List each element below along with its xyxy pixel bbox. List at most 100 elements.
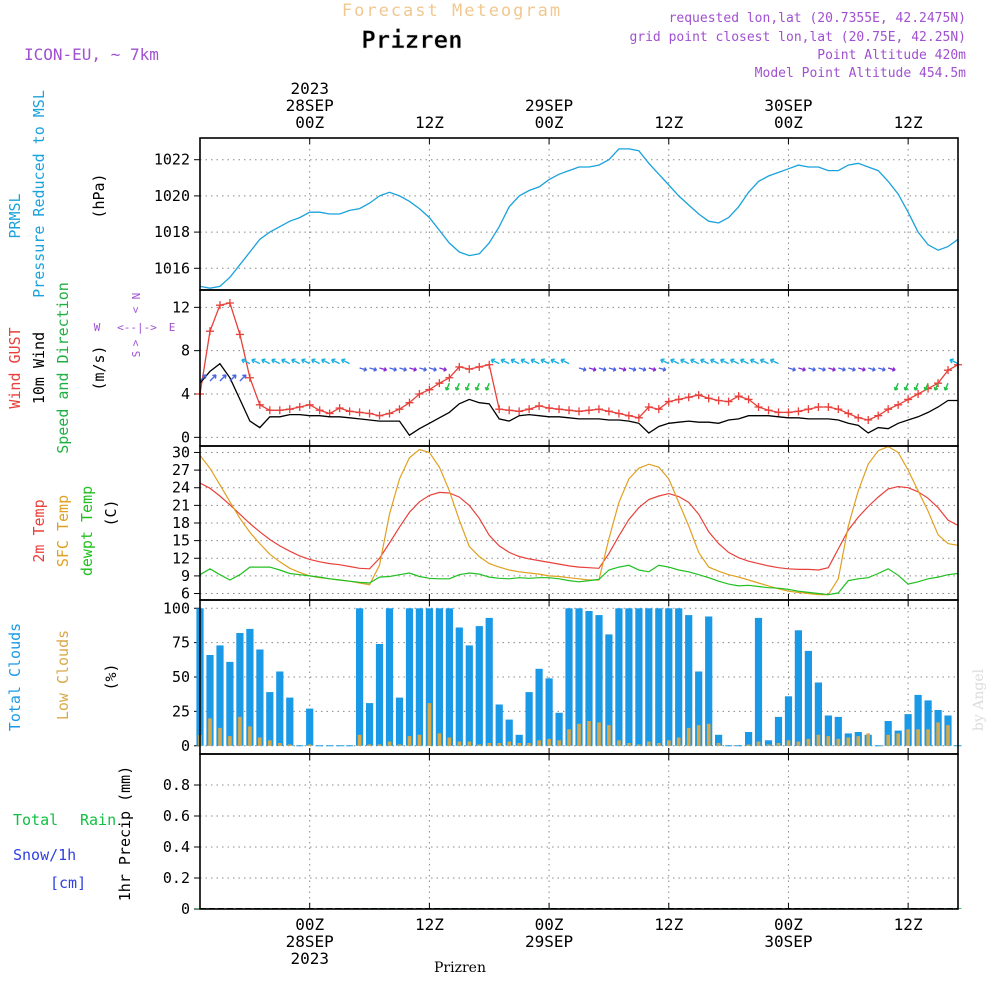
gust-point bbox=[385, 409, 394, 418]
wind-direction-arrow bbox=[359, 367, 368, 372]
wind-direction-arrow bbox=[608, 367, 617, 372]
gust-point bbox=[824, 403, 833, 411]
bottom-time-label: 30SEP bbox=[764, 932, 812, 951]
low-cloud-bar bbox=[557, 740, 561, 746]
low-cloud-bar bbox=[537, 740, 541, 746]
wind-direction-arrow bbox=[949, 358, 959, 365]
bottom-time-label: 00Z bbox=[535, 915, 564, 934]
low-cloud-bar bbox=[706, 723, 711, 746]
total-cloud-axis-label: Total Clouds bbox=[6, 623, 24, 731]
gust-point bbox=[465, 365, 474, 374]
gust-point bbox=[694, 391, 703, 400]
gust-point bbox=[804, 405, 813, 414]
low-cloud-bar bbox=[906, 729, 910, 746]
wind-direction-arrow bbox=[618, 367, 627, 372]
y-tick-label: 0.4 bbox=[163, 838, 190, 856]
low-cloud-bar bbox=[228, 736, 232, 746]
total-cloud-bar bbox=[425, 608, 433, 746]
low-cloud-bar bbox=[577, 723, 581, 746]
low-cloud-bar bbox=[826, 736, 831, 746]
low-cloud-bar bbox=[637, 744, 641, 746]
wind-direction-arrow bbox=[389, 367, 398, 372]
low-cloud-bar bbox=[527, 743, 531, 746]
low-cloud-bar bbox=[696, 725, 701, 746]
gust-point bbox=[844, 409, 853, 418]
total-cloud-bar bbox=[595, 615, 603, 746]
gust-point bbox=[275, 406, 284, 415]
gust-point bbox=[315, 406, 324, 415]
low-cloud-axis-label: Low Clouds bbox=[54, 630, 72, 720]
low-cloud-bar bbox=[377, 744, 382, 746]
wind-direction-arrow bbox=[887, 367, 896, 372]
gust-point bbox=[475, 362, 484, 371]
footer-station: Prizren bbox=[434, 960, 486, 976]
gust-point bbox=[495, 405, 504, 414]
top-time-label: 30SEP bbox=[764, 96, 812, 115]
wind-direction-arrow bbox=[199, 374, 207, 382]
total-cloud-bar bbox=[575, 608, 583, 746]
total-cloud-bar bbox=[675, 608, 683, 746]
model-point-altitude: Model Point Altitude 454.5m bbox=[755, 66, 966, 81]
wind-direction-arrow bbox=[510, 358, 520, 365]
low-cloud-bar bbox=[417, 734, 422, 746]
temp-2m-line bbox=[199, 482, 959, 571]
gust-axis-label: Wind GUST bbox=[6, 327, 24, 408]
wind-direction-arrow bbox=[464, 382, 470, 391]
total-cloud-bar bbox=[555, 712, 563, 746]
total-cloud-bar bbox=[485, 617, 493, 746]
y-tick-label: 18 bbox=[172, 514, 190, 532]
top-time-label: 2023 bbox=[290, 79, 329, 98]
y-tick-label: 12 bbox=[172, 549, 190, 567]
total-cloud-bar bbox=[545, 678, 553, 746]
gust-point bbox=[455, 362, 464, 371]
low-cloud-bar bbox=[517, 743, 521, 746]
gust-point bbox=[884, 405, 893, 414]
snow-unit-label: [cm] bbox=[50, 874, 86, 892]
total-cloud-bar bbox=[665, 608, 673, 746]
gust-point bbox=[614, 409, 623, 418]
wind-panel: 0 4 8 12 Wind GUST 10m Wind Speed and Directio… bbox=[6, 282, 962, 454]
gust-point bbox=[874, 411, 883, 420]
grid-point-coords: grid point closest lon,lat (20.75E, 42.2… bbox=[629, 30, 966, 45]
gust-point bbox=[634, 413, 643, 422]
low-cloud-bar bbox=[716, 743, 721, 746]
total-cloud-bar bbox=[385, 608, 394, 746]
low-cloud-bar bbox=[766, 744, 771, 746]
gust-point bbox=[245, 373, 254, 382]
gust-point bbox=[235, 330, 244, 339]
gust-point bbox=[644, 403, 653, 411]
total-cloud-bar bbox=[924, 700, 932, 746]
wind-direction-arrow bbox=[680, 358, 690, 365]
wind-direction-arrow bbox=[520, 358, 530, 365]
wind-direction-arrow bbox=[369, 367, 378, 372]
wind-direction-arrow bbox=[719, 358, 729, 365]
dewpt-temp-line bbox=[199, 564, 959, 596]
low-cloud-bar bbox=[607, 725, 611, 746]
wind-direction-arrow bbox=[444, 382, 450, 391]
gust-point bbox=[834, 405, 843, 414]
bottom-time-label: 12Z bbox=[415, 915, 444, 934]
low-cloud-bar bbox=[547, 738, 551, 746]
total-cloud-bar bbox=[495, 704, 503, 746]
y-tick-label: 12 bbox=[172, 298, 190, 316]
total-cloud-bar bbox=[814, 682, 822, 746]
wind-direction-arrow bbox=[808, 367, 816, 372]
low-cloud-bar bbox=[886, 734, 890, 746]
wind-direction-arrow bbox=[454, 382, 460, 391]
low-cloud-bar bbox=[218, 727, 222, 746]
wind-direction-arrow bbox=[331, 358, 340, 365]
low-cloud-bar bbox=[278, 743, 282, 746]
total-cloud-bar bbox=[784, 696, 793, 746]
total-cloud-bar bbox=[635, 608, 643, 746]
bottom-time-label: 00Z bbox=[774, 915, 803, 934]
gust-point bbox=[435, 379, 444, 388]
wind-direction-arrow bbox=[828, 367, 836, 372]
low-cloud-bar bbox=[776, 743, 781, 746]
wind-direction-arrow bbox=[878, 367, 886, 372]
snow-label: Snow/1h bbox=[13, 846, 76, 864]
low-cloud-bar bbox=[248, 726, 252, 746]
total-cloud-bar bbox=[715, 734, 723, 746]
gust-point bbox=[764, 406, 773, 415]
pressure-line bbox=[199, 148, 959, 289]
total-cloud-bar bbox=[435, 608, 443, 746]
